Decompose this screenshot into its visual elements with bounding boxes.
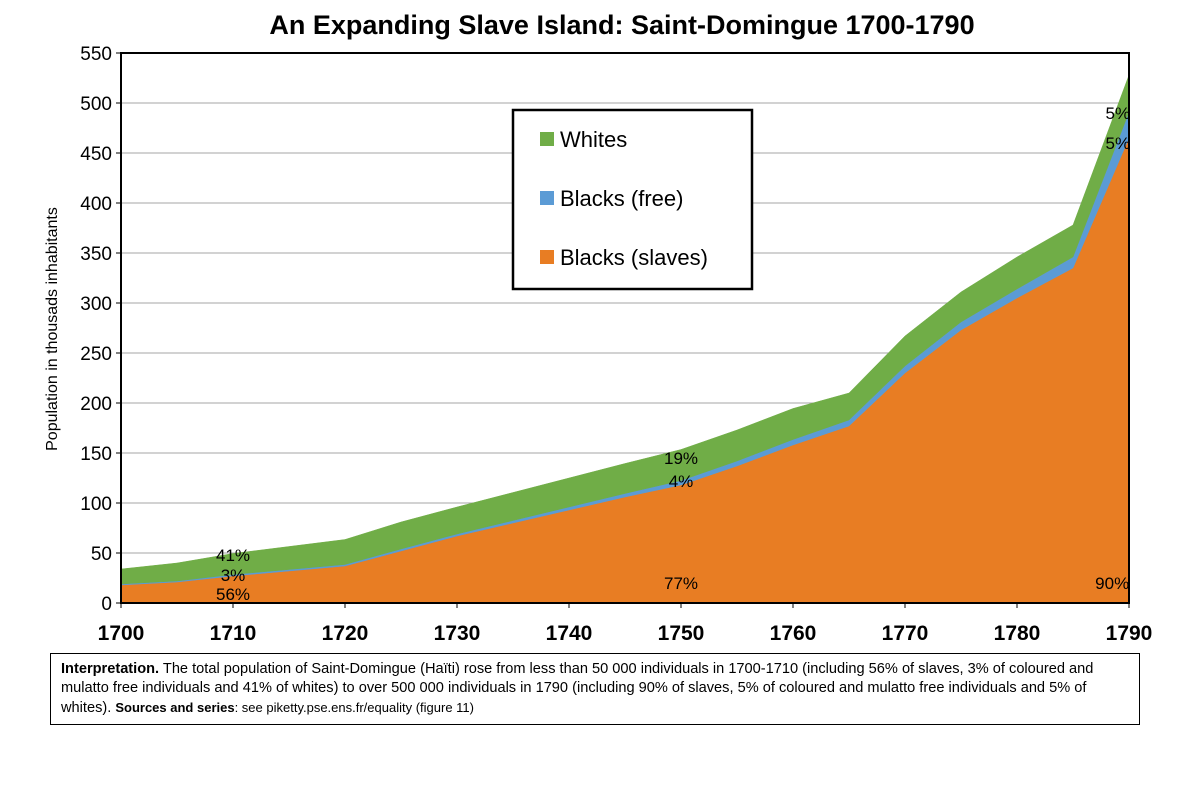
x-tick-label: 1770 — [882, 622, 929, 645]
y-tick-label: 500 — [80, 94, 112, 115]
note-label: Interpretation. — [61, 661, 160, 677]
legend-label: Blacks (slaves) — [560, 245, 708, 270]
share-annotations: 41%3%56% 19% 4% 77% 5% 5% 90% — [216, 104, 1130, 604]
x-tick-label: 1750 — [658, 622, 705, 645]
legend-swatch — [540, 191, 554, 205]
note-text: The total population of Saint-Domingue (… — [61, 661, 1094, 716]
y-axis-label: Population in thousads inhabitants — [44, 207, 61, 451]
x-tick-label: 1760 — [770, 622, 817, 645]
x-tick-label: 1720 — [322, 622, 369, 645]
x-tick-label: 1780 — [994, 622, 1041, 645]
data-label: 5% — [1106, 104, 1131, 123]
y-axis-ticks: 0 50 100 150 200 250 300 350 400 450 500 550 — [80, 44, 121, 615]
x-axis-ticks: 1700 1710 1720 1730 1740 1750 1760 1770 1780 1790 — [98, 603, 1153, 645]
y-tick-label: 100 — [80, 494, 112, 515]
y-tick-label: 150 — [80, 444, 112, 465]
interpretation-note: Interpretation. The total population of … — [50, 653, 1140, 725]
chart-title: An Expanding Slave Island: Saint-Domingu… — [269, 10, 974, 40]
data-label: 77% — [664, 574, 698, 593]
x-tick-label: 1700 — [98, 622, 145, 645]
x-tick-label: 1730 — [434, 622, 481, 645]
x-tick-label: 1710 — [210, 622, 257, 645]
y-tick-label: 50 — [91, 544, 112, 565]
data-label: 56% — [216, 585, 250, 604]
y-tick-label: 200 — [80, 394, 112, 415]
sources-text: : see piketty.pse.ens.fr/equality (figur… — [234, 700, 474, 715]
data-label: 5% — [1106, 134, 1131, 153]
x-tick-label: 1790 — [1106, 622, 1153, 645]
legend-swatch — [540, 132, 554, 146]
y-tick-label: 450 — [80, 144, 112, 165]
legend-swatch — [540, 250, 554, 264]
sources-label: Sources and series — [115, 700, 235, 715]
y-tick-label: 550 — [80, 44, 112, 65]
data-label: 41% — [216, 546, 250, 565]
y-tick-label: 250 — [80, 344, 112, 365]
y-tick-label: 350 — [80, 244, 112, 265]
y-tick-label: 300 — [80, 294, 112, 315]
y-tick-label: 400 — [80, 194, 112, 215]
data-label: 90% — [1095, 574, 1129, 593]
legend-label: Blacks (free) — [560, 186, 683, 211]
data-label: 3% — [221, 566, 246, 585]
data-label: 19% — [664, 449, 698, 468]
x-tick-label: 1740 — [546, 622, 593, 645]
legend-label: Whites — [560, 127, 627, 152]
y-tick-label: 0 — [101, 594, 112, 615]
data-label: 4% — [669, 472, 694, 491]
plot-frame — [120, 52, 1130, 604]
legend: Whites Blacks (free) Blacks (slaves) — [511, 108, 754, 291]
